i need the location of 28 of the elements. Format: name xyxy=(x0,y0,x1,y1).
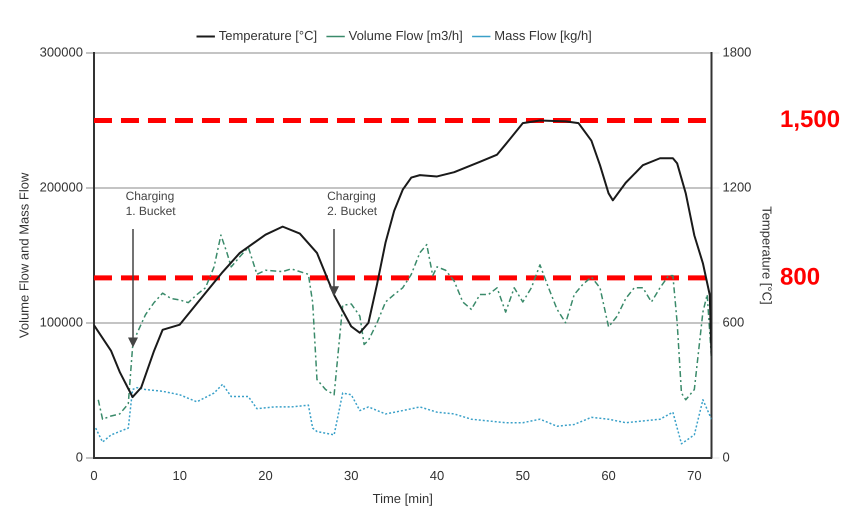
y2-tick-label: 1800 xyxy=(722,44,752,60)
annotation: Charging 2. Bucket xyxy=(327,188,378,218)
annotation: Charging 1. Bucket xyxy=(126,188,176,218)
x-tick-label: 10 xyxy=(172,468,187,484)
ref-line-label: 800 xyxy=(780,264,820,291)
y-tick-label: 100000 xyxy=(40,314,83,330)
x-tick-label: 0 xyxy=(90,468,98,484)
y2-tick-label: 0 xyxy=(722,449,730,464)
y-axis-title: Volume Flow and Mass Flow xyxy=(16,172,32,338)
ref-line-label: 1,500 xyxy=(780,106,840,134)
y2-tick-label: 1200 xyxy=(722,180,752,195)
line-series xyxy=(94,384,712,445)
y-tick-label: 300000 xyxy=(40,44,83,60)
y-tick-label: 200000 xyxy=(40,180,83,195)
x-tick-label: 40 xyxy=(430,468,444,484)
x-tick-label: 70 xyxy=(687,468,702,484)
x-tick-label: 50 xyxy=(516,468,530,484)
x-tick-label: 60 xyxy=(601,468,616,484)
x-tick-label: 20 xyxy=(258,468,273,484)
legend-label: Temperature [°C] xyxy=(218,28,318,44)
x-axis-title: Time [min] xyxy=(372,490,433,506)
x-tick-label: 30 xyxy=(344,468,359,484)
y2-tick-label: 600 xyxy=(722,314,744,330)
y2-axis-title: Temperature [°C] xyxy=(760,206,775,305)
legend-label: Volume Flow [m3/h] xyxy=(348,28,463,44)
legend-label: Mass Flow [kg/h] xyxy=(494,28,592,44)
line-series xyxy=(98,234,712,420)
y-tick-label: 0 xyxy=(76,449,83,464)
